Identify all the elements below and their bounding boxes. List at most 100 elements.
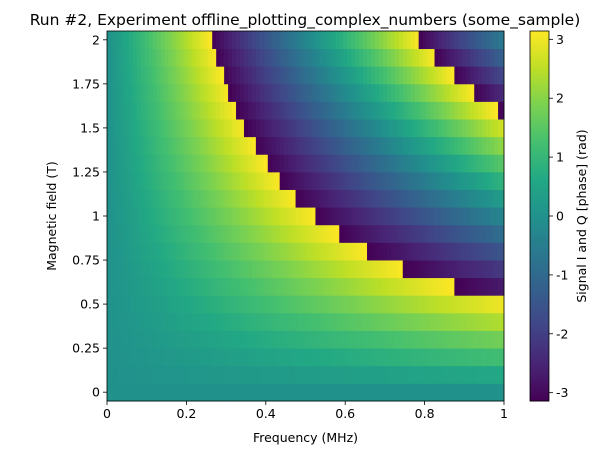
colorbar-segment — [530, 169, 549, 174]
heatmap-cell — [422, 383, 427, 402]
heatmap-cell — [255, 83, 261, 102]
heatmap-cell — [196, 330, 201, 349]
heatmap-cell — [466, 189, 471, 208]
colorbar-segment — [530, 188, 549, 192]
heatmap-cell — [442, 31, 447, 50]
heatmap-cell — [406, 48, 412, 67]
heatmap-cell — [107, 101, 110, 120]
colorbar-tick-label: 0 — [556, 209, 564, 224]
heatmap-cell — [172, 154, 177, 173]
heatmap-cell — [474, 277, 479, 296]
heatmap-cell — [172, 48, 177, 67]
heatmap-cell — [295, 48, 300, 67]
heatmap-cell — [323, 48, 328, 67]
heatmap-cell — [430, 242, 435, 261]
heatmap-cell — [490, 295, 495, 314]
heatmap-cell — [255, 31, 261, 50]
heatmap-cell — [474, 119, 479, 138]
heatmap-cell — [283, 348, 289, 367]
heatmap-cell — [498, 277, 503, 296]
heatmap-cell — [172, 101, 177, 120]
colorbar-segment — [530, 394, 549, 399]
heatmap-cell — [243, 136, 249, 155]
heatmap-cell — [224, 154, 229, 173]
heatmap-cell — [331, 66, 336, 85]
heatmap-cell — [462, 189, 467, 208]
heatmap-cell — [236, 365, 241, 384]
heatmap-cell — [339, 101, 344, 120]
heatmap-cell — [394, 312, 400, 331]
heatmap-cell — [331, 207, 336, 226]
heatmap-cell — [351, 119, 356, 138]
heatmap-cell — [430, 207, 435, 226]
heatmap-cell — [347, 119, 352, 138]
heatmap-cell — [275, 365, 281, 384]
heatmap-cell — [371, 348, 376, 367]
colorbar-segment — [530, 345, 549, 350]
heatmap-cell — [220, 136, 225, 155]
heatmap-cell — [331, 260, 336, 279]
heatmap-cell — [172, 242, 177, 261]
heatmap-cell — [470, 207, 475, 226]
heatmap-cell — [426, 154, 431, 173]
heatmap-cell — [323, 119, 328, 138]
heatmap-cell — [303, 295, 308, 314]
heatmap-cell — [232, 383, 237, 402]
heatmap-cell — [287, 48, 292, 67]
heatmap-cell — [303, 207, 308, 226]
heatmap-cell — [267, 119, 273, 138]
heatmap-cell — [498, 31, 503, 50]
heatmap-cell — [406, 83, 412, 102]
heatmap-cell — [243, 119, 249, 138]
heatmap-cell — [390, 242, 396, 261]
heatmap-cell — [482, 101, 487, 120]
heatmap-cell — [422, 295, 427, 314]
heatmap-cell — [315, 330, 320, 349]
heatmap-cell — [112, 154, 118, 173]
heatmap-cell — [168, 48, 173, 67]
heatmap-cell — [359, 224, 364, 243]
heatmap-cell — [418, 348, 424, 367]
heatmap-cell — [180, 295, 185, 314]
heatmap-cell — [148, 154, 154, 173]
heatmap-cell — [291, 171, 296, 190]
heatmap-cell — [240, 136, 245, 155]
heatmap-cell — [343, 224, 348, 243]
heatmap-cell — [378, 189, 384, 208]
heatmap-cell — [291, 260, 296, 279]
heatmap-cell — [255, 295, 261, 314]
heatmap-cell — [128, 348, 134, 367]
heatmap-cell — [374, 260, 380, 279]
heatmap-cell — [148, 277, 154, 296]
heatmap-cell — [422, 277, 427, 296]
heatmap-cell — [359, 83, 364, 102]
heatmap-cell — [414, 330, 420, 349]
heatmap-cell — [478, 154, 483, 173]
heatmap-cell — [418, 224, 424, 243]
heatmap-cell — [152, 242, 158, 261]
heatmap-cell — [140, 83, 146, 102]
heatmap-cell — [486, 31, 491, 50]
heatmap-cell — [454, 207, 459, 226]
heatmap-cell — [156, 171, 161, 190]
heatmap-cell — [390, 48, 396, 67]
heatmap-cell — [311, 260, 316, 279]
heatmap-cell — [283, 242, 289, 261]
heatmap-cell — [228, 383, 233, 402]
heatmap-cell — [327, 101, 332, 120]
heatmap-cell — [220, 365, 225, 384]
heatmap-cell — [422, 31, 427, 50]
heatmap-cell — [418, 171, 424, 190]
heatmap-cell — [220, 224, 225, 243]
heatmap-cell — [462, 348, 467, 367]
heatmap-cell — [208, 242, 213, 261]
heatmap-cell — [502, 330, 505, 349]
heatmap-cell — [355, 66, 360, 85]
heatmap-cell — [279, 154, 285, 173]
heatmap-cell — [502, 83, 505, 102]
heatmap-cell — [390, 154, 396, 173]
heatmap-cell — [498, 224, 503, 243]
heatmap-cell — [351, 330, 356, 349]
heatmap-cell — [466, 171, 471, 190]
heatmap-cell — [351, 83, 356, 102]
